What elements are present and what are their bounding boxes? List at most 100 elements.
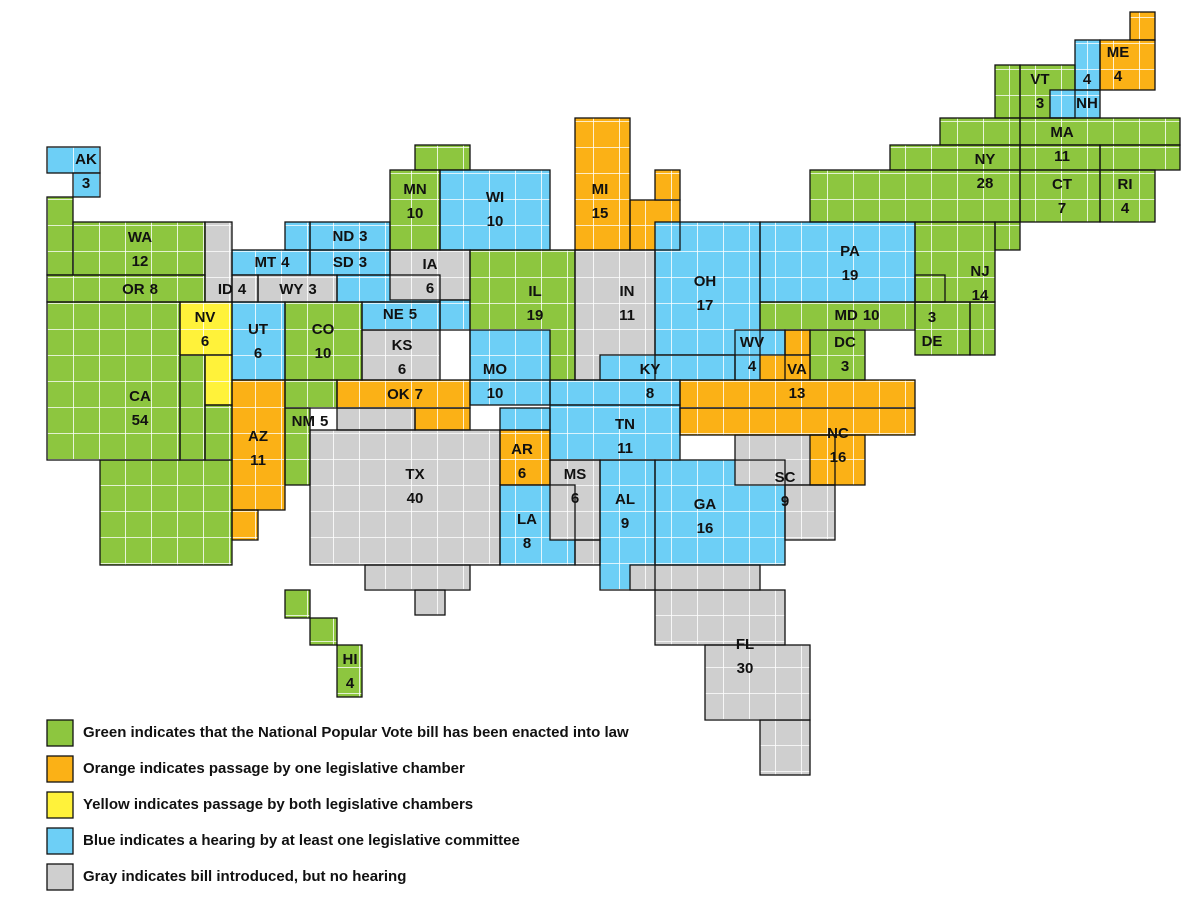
state-grid — [810, 330, 865, 380]
state-grid — [100, 460, 232, 565]
state-label: FL — [736, 636, 754, 653]
state-label: 40 — [407, 490, 424, 507]
state-label: TX — [405, 466, 424, 483]
state-label: AL — [615, 491, 635, 508]
state-border — [574, 117, 631, 251]
state-grid — [232, 510, 258, 540]
state-grid — [470, 330, 550, 405]
state-grid — [180, 302, 232, 355]
state-abbr: WY — [279, 281, 303, 298]
state-label: MO — [483, 361, 507, 378]
state-grid — [47, 197, 73, 275]
state-label: 11 — [617, 440, 633, 457]
state-grid — [440, 170, 550, 250]
state-label: 3 — [841, 358, 849, 375]
state-grid — [337, 408, 415, 430]
state-grid — [232, 250, 310, 275]
state-grid — [760, 222, 915, 302]
state-label: KY — [640, 361, 661, 378]
state-label: 12 — [132, 253, 149, 270]
state-border — [309, 617, 338, 646]
state-borders — [46, 11, 1181, 776]
state-grid — [285, 590, 310, 618]
state-grid — [655, 170, 680, 200]
state-grid — [1100, 145, 1180, 170]
legend-text: Orange indicates passage by one legislat… — [83, 760, 465, 777]
state-border — [72, 172, 101, 198]
state-votes: 3 — [359, 254, 367, 271]
state-label: IL — [528, 283, 541, 300]
state-border — [414, 589, 446, 616]
state-grid — [680, 380, 915, 408]
state-grid — [785, 485, 835, 540]
state-label: 4 — [1114, 68, 1123, 85]
state-border — [704, 644, 811, 721]
state-grid — [760, 302, 915, 330]
state-grid — [415, 408, 470, 430]
state-grid — [630, 565, 760, 590]
state-label: 4 — [346, 675, 355, 692]
state-label: 7 — [1058, 200, 1066, 217]
state-grid — [47, 302, 180, 460]
state-grid — [550, 405, 680, 460]
state-grid — [285, 222, 310, 250]
state-grid — [258, 275, 337, 302]
state-border — [1099, 39, 1156, 91]
state-label: MI — [592, 181, 609, 198]
state-grid — [47, 147, 100, 173]
state-border — [1129, 11, 1156, 41]
state-border — [469, 329, 551, 406]
state-votes: 7 — [415, 386, 423, 403]
state-label: 6 — [398, 361, 406, 378]
state-grid — [575, 540, 600, 565]
state-grid — [205, 355, 232, 405]
state-grid — [310, 618, 337, 645]
state-votes: 8 — [150, 281, 158, 298]
state-votes: 3 — [308, 281, 316, 298]
state-label: 14 — [972, 287, 989, 304]
state-grid — [970, 302, 995, 355]
state-grid — [890, 145, 1020, 170]
state-label: ID 4 — [218, 281, 247, 298]
state-grid — [810, 170, 1020, 222]
state-label: KS — [392, 337, 413, 354]
legend-text: Green indicates that the National Popula… — [83, 724, 629, 741]
state-grid — [550, 380, 680, 405]
state-label: 30 — [737, 660, 754, 677]
state-grid — [1100, 170, 1155, 222]
state-label: MD 10 — [834, 307, 879, 324]
state-label: OH — [694, 273, 717, 290]
state-label: DE — [922, 333, 943, 350]
state-label: 8 — [523, 535, 531, 552]
state-label: VA — [787, 361, 807, 378]
state-label: DC — [834, 334, 856, 351]
state-label: 28 — [977, 175, 994, 192]
state-grid — [232, 302, 285, 380]
state-grid — [680, 408, 915, 435]
state-grid — [205, 222, 232, 302]
state-label: RI — [1118, 176, 1133, 193]
state-label: OR 8 — [122, 281, 158, 298]
state-grid — [362, 330, 440, 380]
state-label: NM 5 — [292, 413, 329, 430]
state-label: MN — [403, 181, 426, 198]
state-grid — [365, 565, 470, 590]
state-label: 4 — [1121, 200, 1130, 217]
state-border — [1099, 169, 1156, 223]
state-label: 17 — [697, 297, 714, 314]
state-grid — [205, 405, 232, 460]
state-votes: 10 — [863, 307, 880, 324]
state-label: 11 — [1054, 148, 1070, 165]
state-label: 4 — [1083, 71, 1092, 88]
state-grid — [310, 222, 390, 250]
state-label: MT 4 — [254, 254, 290, 271]
state-label: AK — [75, 151, 97, 168]
state-label: WI — [486, 189, 504, 206]
state-label: 4 — [748, 358, 757, 375]
state-abbr: ND — [332, 228, 354, 245]
state-label: MA — [1050, 124, 1073, 141]
state-label: 9 — [781, 493, 789, 510]
state-border — [759, 719, 811, 776]
state-votes: 4 — [281, 254, 290, 271]
